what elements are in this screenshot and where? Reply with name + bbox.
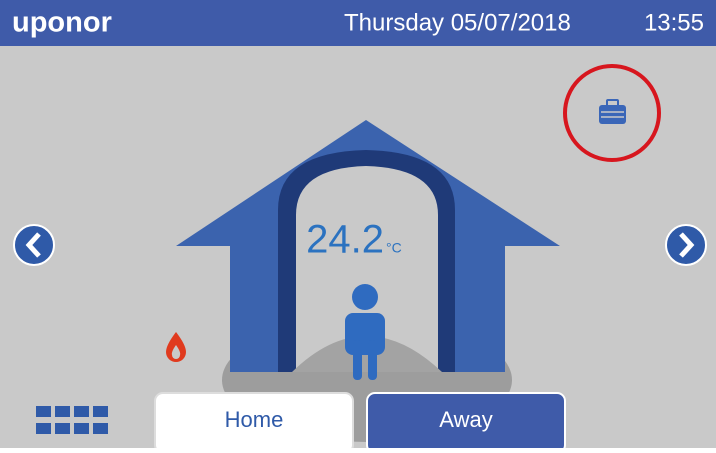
time: 13:55: [644, 9, 704, 36]
temperature: 24.2: [306, 218, 384, 262]
away-button[interactable]: Away: [367, 393, 565, 448]
temperature-unit: °C: [386, 240, 402, 256]
next-button[interactable]: [666, 225, 706, 265]
date: Thursday 05/07/2018: [344, 9, 571, 36]
prev-button[interactable]: [14, 225, 54, 265]
away-label: Away: [439, 407, 492, 432]
thermostat-screen: uponor Thursday 05/07/2018 13:55 24.2 °C: [0, 0, 716, 448]
home-button[interactable]: Home: [155, 393, 353, 448]
brand: uponor: [12, 7, 112, 39]
home-label: Home: [225, 407, 284, 432]
